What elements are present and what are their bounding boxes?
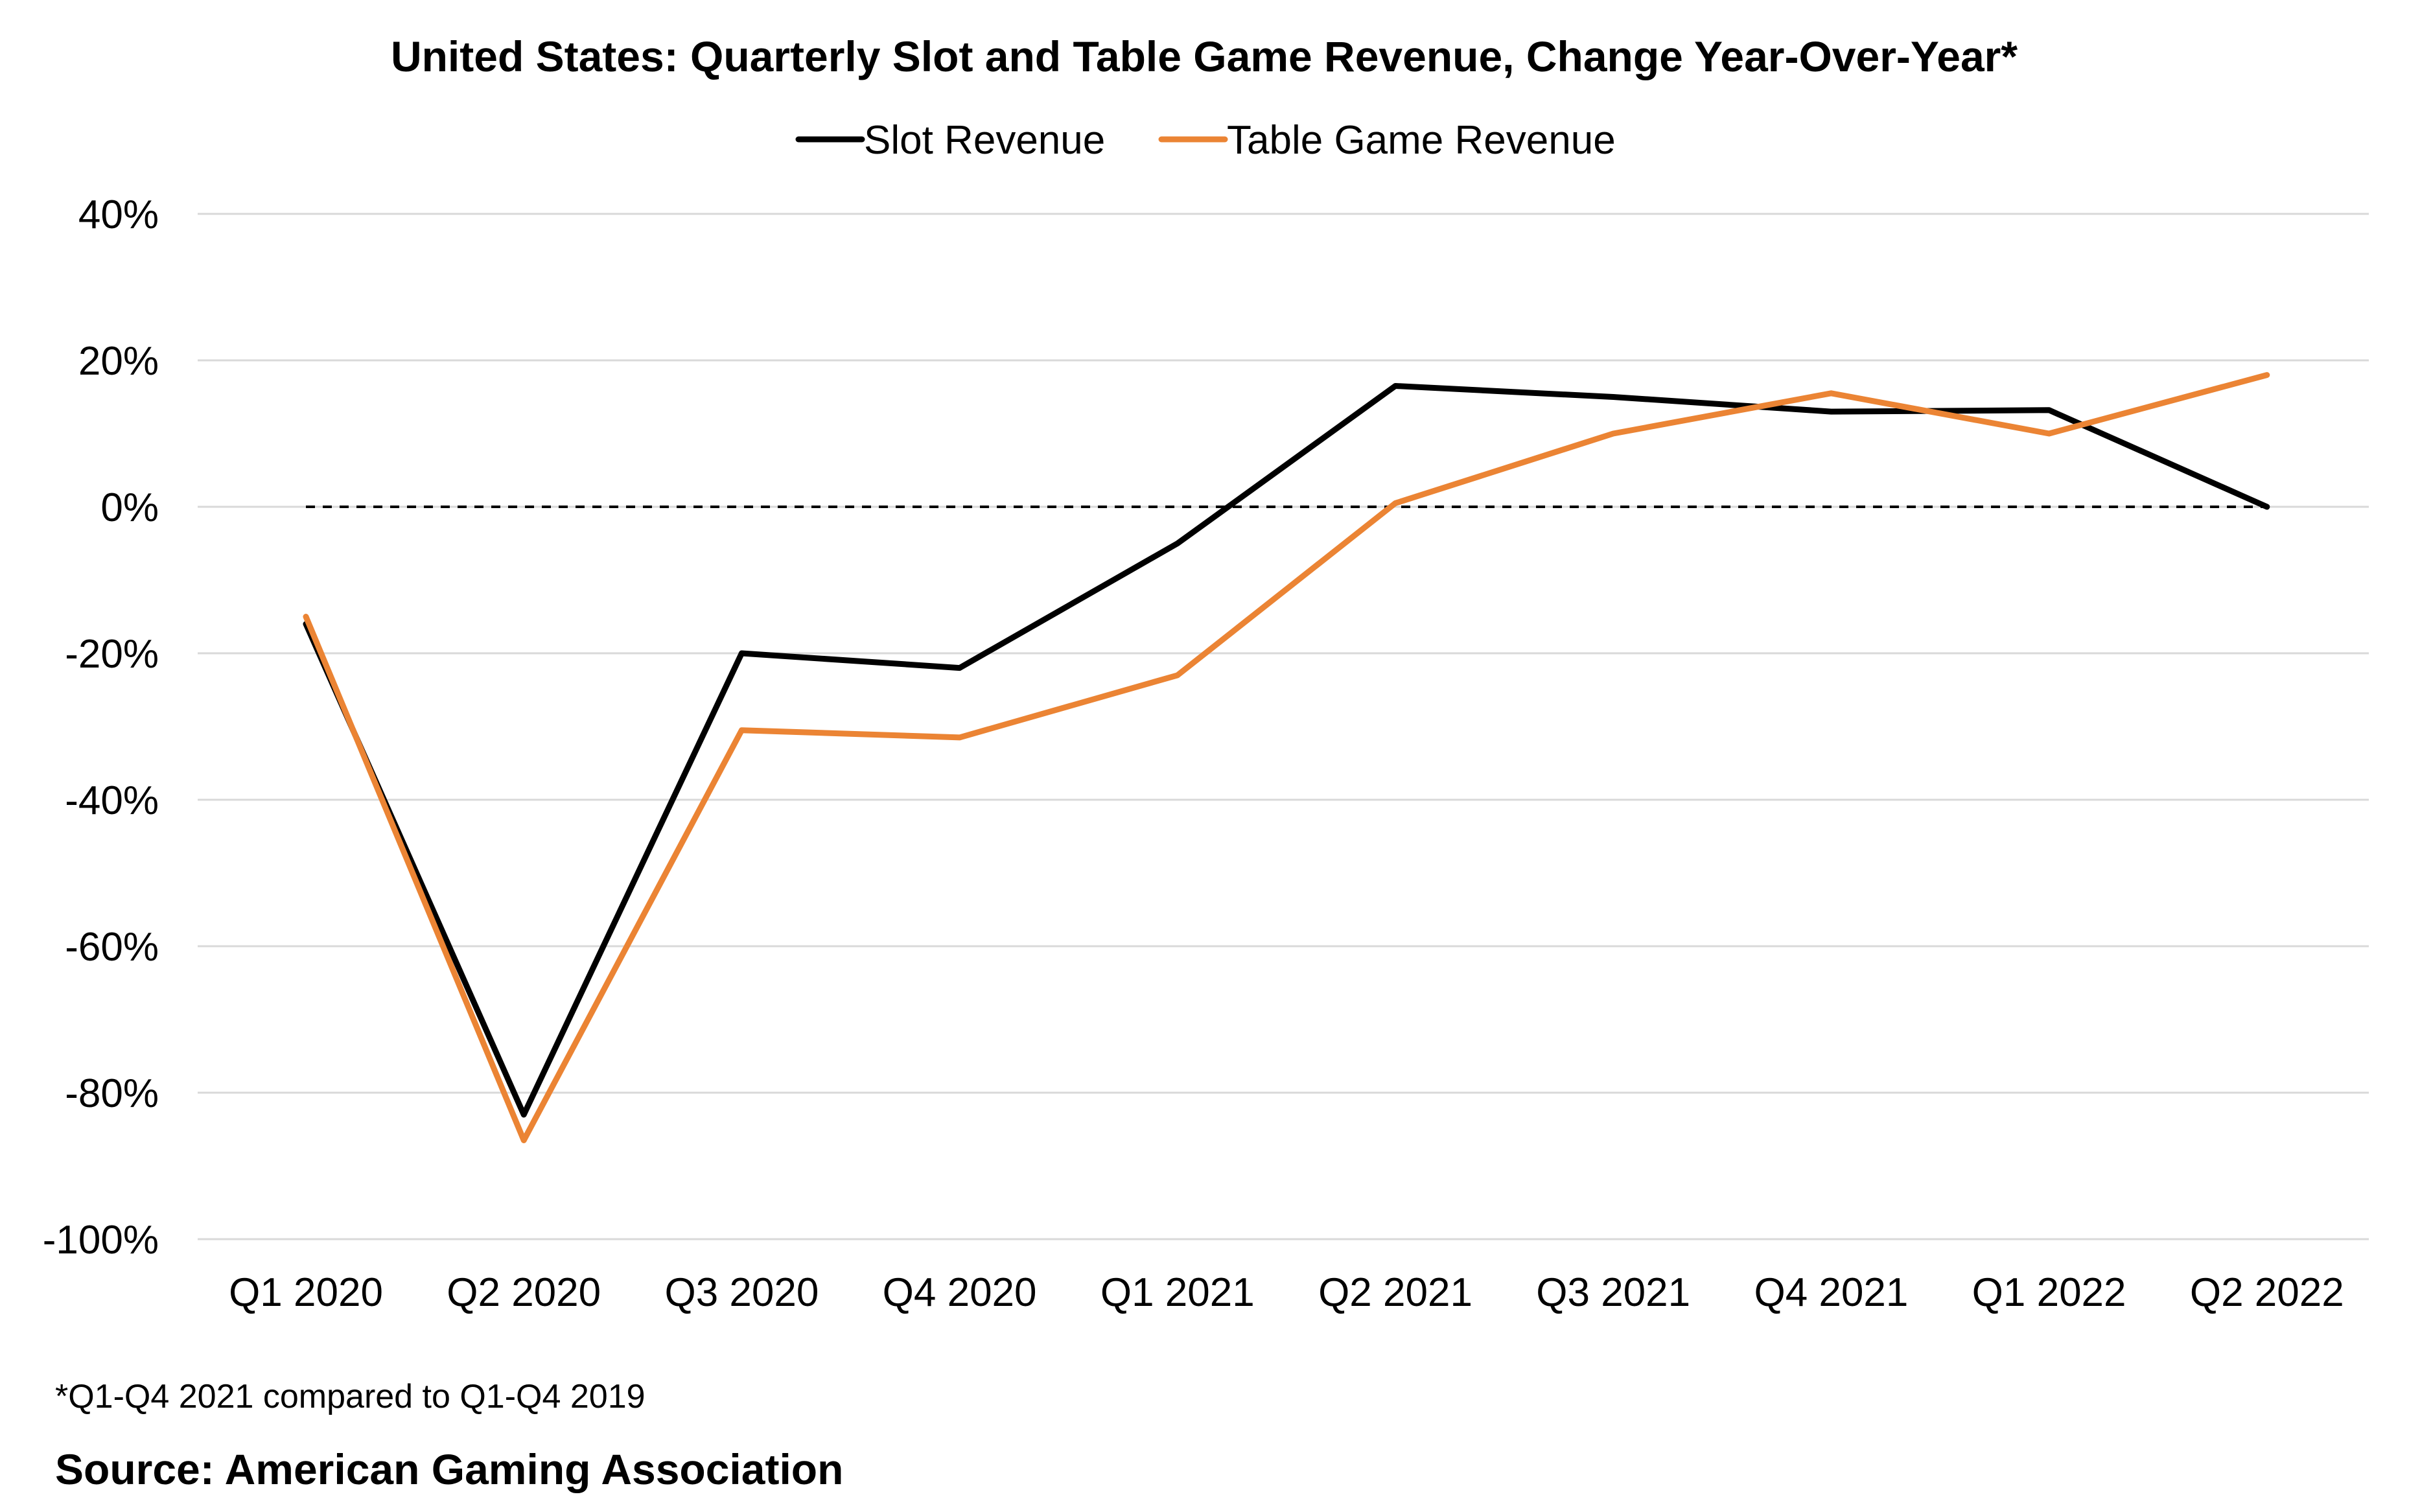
x-tick-label: Q3 2021 <box>1536 1270 1690 1315</box>
chart-title: United States: Quarterly Slot and Table … <box>391 32 2018 80</box>
x-tick-label: Q4 2021 <box>1754 1270 1908 1315</box>
x-tick-label: Q1 2020 <box>229 1270 383 1315</box>
y-tick-label: -60% <box>65 925 159 970</box>
x-tick-label: Q2 2022 <box>2190 1270 2344 1315</box>
y-tick-label: 40% <box>78 192 159 237</box>
y-tick-label: -100% <box>43 1218 159 1262</box>
legend-label: Slot Revenue <box>864 118 1105 163</box>
y-tick-label: -20% <box>65 632 159 677</box>
y-tick-label: 20% <box>78 339 159 384</box>
x-tick-label: Q1 2022 <box>1972 1270 2126 1315</box>
x-tick-label: Q2 2021 <box>1318 1270 1472 1315</box>
series-group <box>303 372 2270 1143</box>
x-tick-label: Q1 2021 <box>1100 1270 1255 1315</box>
legend: Slot Revenue Table Game Revenue <box>795 118 1616 163</box>
legend-label: Table Game Revenue <box>1227 118 1616 163</box>
x-tick-label: Q2 2020 <box>447 1270 601 1315</box>
y-tick-label: -40% <box>65 778 159 823</box>
x-tick-label: Q3 2020 <box>664 1270 819 1315</box>
y-tick-label: -80% <box>65 1071 159 1116</box>
y-tick-label: 0% <box>100 485 159 530</box>
series-line-table-game-revenue <box>303 372 2270 1143</box>
y-axis: 40% 20% 0% -20% -40% -60% -80% -100% <box>43 192 159 1262</box>
source-label: Source: American Gaming Association <box>55 1445 843 1493</box>
footnote: *Q1-Q4 2021 compared to Q1-Q4 2019 <box>55 1378 646 1415</box>
series-line-slot-revenue <box>303 383 2270 1118</box>
x-tick-label: Q4 2020 <box>883 1270 1037 1315</box>
gridlines <box>198 213 2369 1240</box>
x-axis: Q1 2020 Q2 2020 Q3 2020 Q4 2020 Q1 2021 Q2 20… <box>229 1270 2344 1315</box>
